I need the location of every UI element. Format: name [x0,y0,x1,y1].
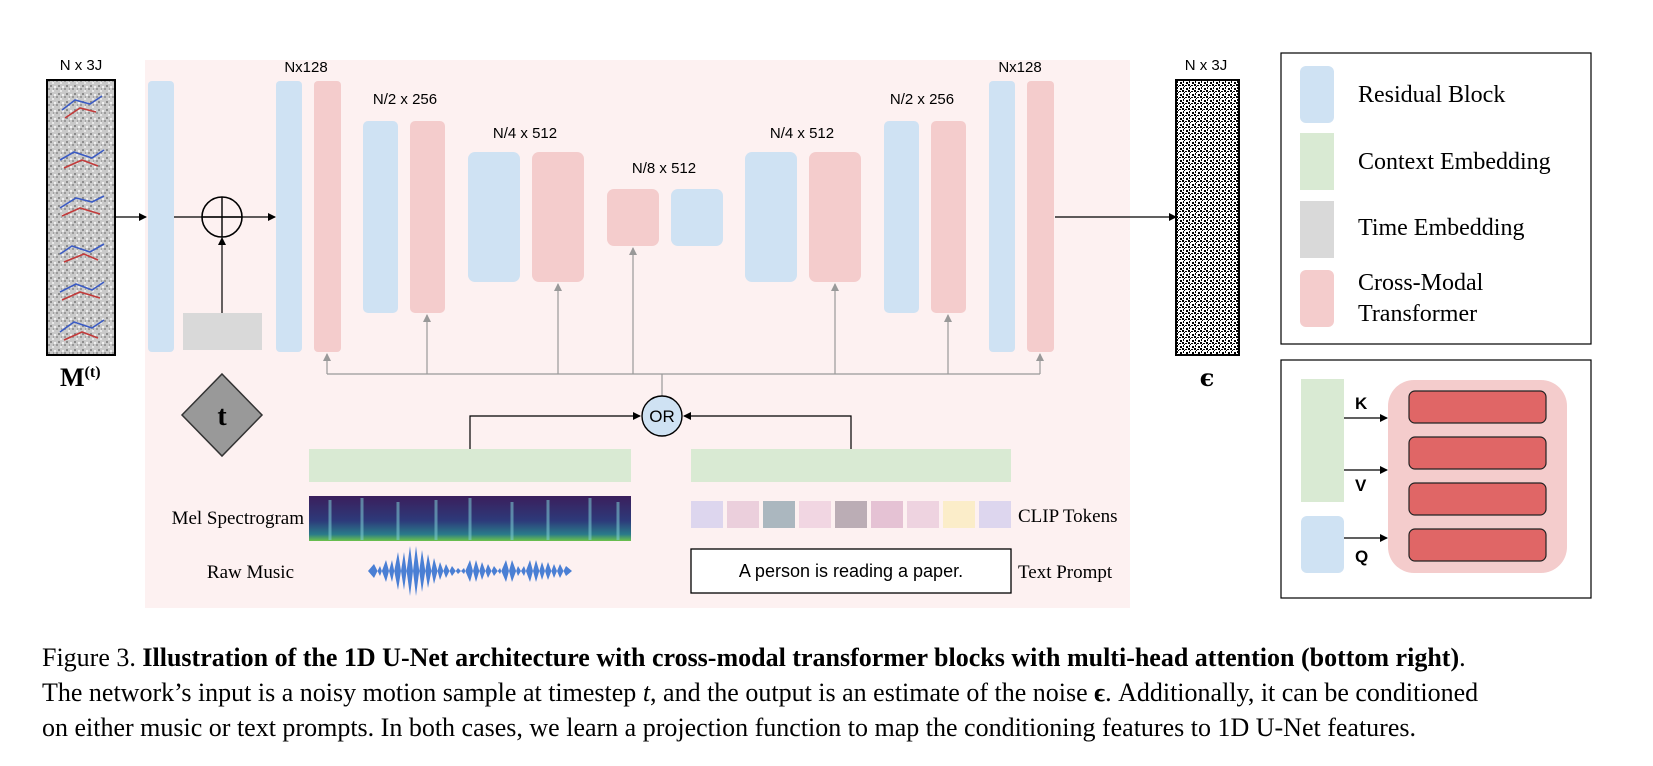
legend-swatch-transformer [1300,270,1334,327]
attention-v-label: V [1355,476,1367,495]
raw-music-label: Raw Music [207,562,294,583]
level-label-dec3: N/4 x 512 [770,125,834,142]
attention-head [1408,436,1547,470]
transformer-block-enc2 [410,121,445,313]
input-motion-image [46,79,116,356]
caption-text: , and the output is an estimate of the n… [650,678,1095,707]
level-label-dec1: Nx128 [998,59,1041,76]
residual-block-dec3 [745,152,797,282]
time-node [180,372,264,458]
residual-block-dec1 [989,81,1015,352]
level-label-enc2: N/2 x 256 [373,91,437,108]
text-prompt-label: Text Prompt [1018,562,1113,583]
clip-token [799,501,831,528]
level-label-enc3: N/4 x 512 [493,125,557,142]
transformer-block-dec2 [931,121,966,313]
legend-swatch-time [1300,201,1334,258]
conditioning-lines [323,247,1044,397]
caption-figure-label: Figure 3. [42,643,136,672]
mel-label: Mel Spectrogram [172,508,305,529]
caption-line-3: on either music or text prompts. In both… [42,713,1416,742]
raw-music-waveform [368,546,572,596]
text-prompt-box [690,548,1012,594]
mel-spectrogram-streaks [328,498,620,540]
clip-token [907,501,939,528]
clip-token [691,501,723,528]
transformer-block-dec1 [1027,81,1054,352]
context-embedding-text [691,449,1011,482]
caption-var-t: t [642,678,651,707]
residual-block-enc2 [363,121,398,313]
time-embedding-block [183,313,262,350]
caption-period: . [1459,643,1466,672]
caption-text: The network’s input is a noisy motion sa… [42,678,643,707]
legend-label-transformer-line2: Transformer [1358,301,1477,327]
legend-label-context: Context Embedding [1358,149,1551,175]
legend-label-transformer-line1: Cross-Modal [1358,270,1484,296]
level-label-dec2: N/2 x 256 [890,91,954,108]
residual-block-enc1 [276,81,302,352]
time-label: t [217,401,227,432]
legend-swatch-residual [1300,66,1334,123]
or-label: OR [649,407,675,426]
clip-token [979,501,1011,528]
clip-token [727,501,759,528]
legend-label-residual: Residual Block [1358,82,1505,108]
residual-block-dec2 [884,121,919,313]
clip-token [943,501,975,528]
clip-tokens [691,501,1011,528]
attention-context-embedding [1301,379,1344,502]
context-embedding-music [309,449,631,482]
residual-block-mid [671,189,723,246]
attention-q-label: Q [1355,547,1368,566]
attention-head [1408,528,1547,562]
output-dim-label: N x 3J [1185,57,1228,74]
legend-label-time: Time Embedding [1358,215,1524,241]
attention-k-label: K [1355,394,1368,413]
clip-token [763,501,795,528]
or-node [641,395,683,437]
attention-transformer-container [1388,380,1567,573]
text-prompt-value: A person is reading a paper. [739,561,963,581]
level-label-mid: N/8 x 512 [632,160,696,177]
attention-residual-block [1301,516,1344,573]
caption-line-2: The network’s input is a noisy motion sa… [42,675,1622,710]
level-label-enc1: Nx128 [284,59,327,76]
attention-head [1408,482,1547,516]
transformer-block-dec3 [809,152,861,282]
skeleton-figures [59,95,105,341]
figure-caption: Figure 3. Illustration of the 1D U-Net a… [42,640,1622,745]
transformer-block-mid [607,189,659,246]
caption-line-1: Figure 3. Illustration of the 1D U-Net a… [42,640,1622,675]
caption-bold-title: Illustration of the 1D U-Net architectur… [142,643,1460,672]
residual-block-enc3 [468,152,520,282]
input-symbol: M(t) [60,363,101,392]
caption-var-epsilon: ϵ [1094,678,1106,707]
transformer-block-enc3 [532,152,584,282]
clip-token [871,501,903,528]
residual-block-input [148,81,174,352]
clip-token [835,501,867,528]
architecture-diagram: N x 3J M(t) t Nx128 N/2 x 256 N/4 x 512 … [46,52,1592,608]
clip-label: CLIP Tokens [1018,506,1117,527]
output-symbol: ϵ [1200,363,1215,392]
attention-head [1408,390,1547,424]
input-dim-label: N x 3J [60,57,103,74]
transformer-block-enc1 [314,81,341,352]
caption-text: . Additionally, it can be conditioned [1105,678,1479,707]
output-noise-image [1175,79,1240,356]
legend-swatch-context [1300,133,1334,190]
